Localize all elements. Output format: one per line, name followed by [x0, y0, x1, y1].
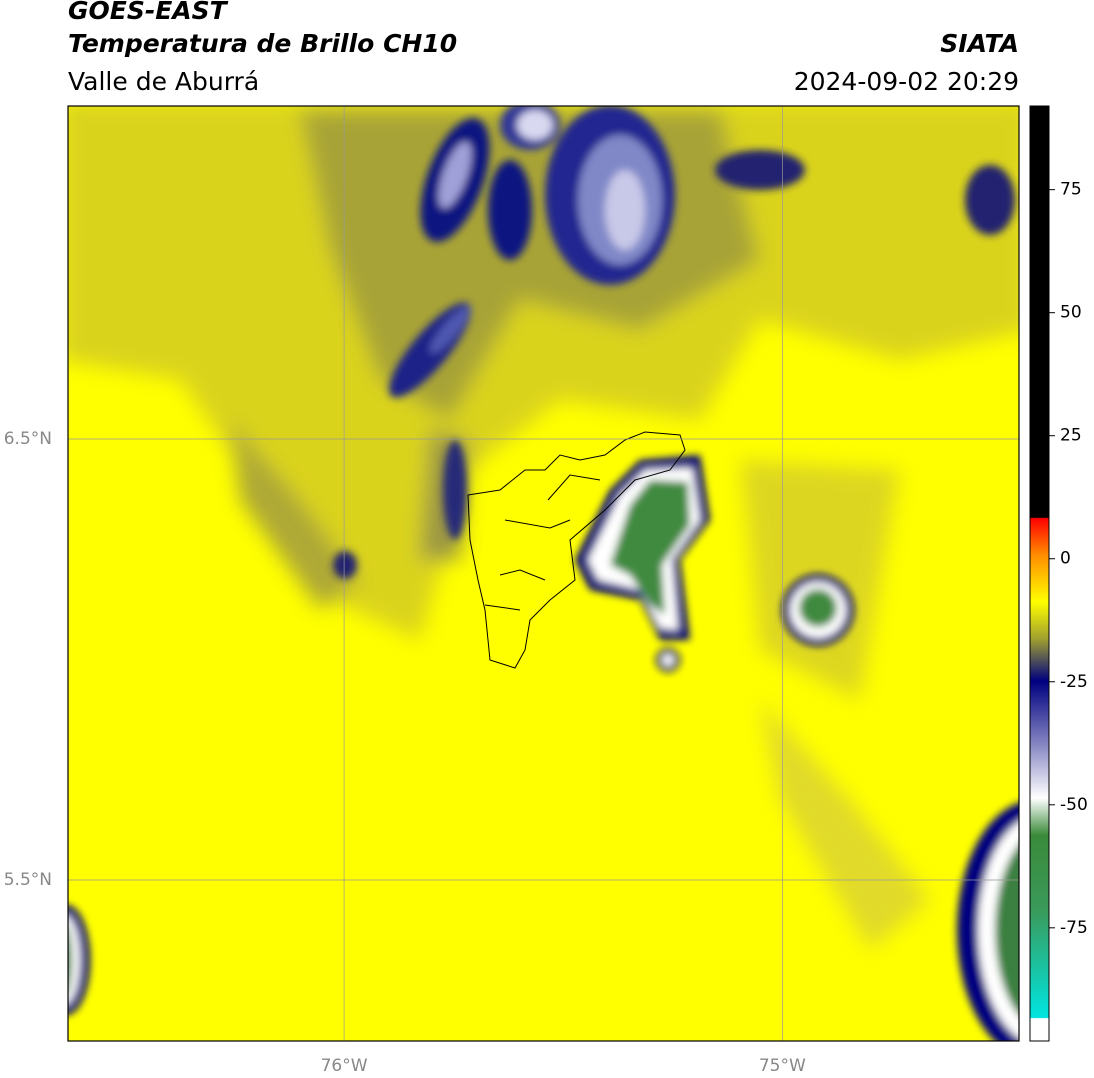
title: GOES-EAST — [68, 0, 229, 25]
valley-outline — [467, 431, 686, 669]
colorbar-tick-label: 75 — [1060, 180, 1082, 200]
colorbar-tick-label: 50 — [1060, 303, 1082, 323]
lon-tick-label: 75°W — [759, 1056, 806, 1076]
region: Valle de Aburrá — [68, 67, 259, 96]
colorbar-tick-label: -25 — [1060, 672, 1088, 692]
colorbar-tick-label: -75 — [1060, 918, 1088, 938]
colorbar-tick-label: 0 — [1060, 549, 1071, 569]
source: SIATA — [940, 29, 1019, 58]
colorbar-tick-label: -50 — [1060, 795, 1088, 815]
colorbar-tick-label: 25 — [1060, 426, 1082, 446]
lat-tick-label: 5.5°N — [4, 870, 52, 890]
colorbar — [1029, 105, 1050, 1042]
subtitle: Temperatura de Brillo CH10 — [68, 29, 457, 58]
lon-tick-label: 76°W — [321, 1056, 368, 1076]
datetime: 2024-09-02 20:29 — [794, 67, 1019, 96]
map-frame — [67, 105, 1020, 1042]
lat-tick-label: 6.5°N — [4, 429, 52, 449]
map-image — [68, 106, 1019, 1041]
